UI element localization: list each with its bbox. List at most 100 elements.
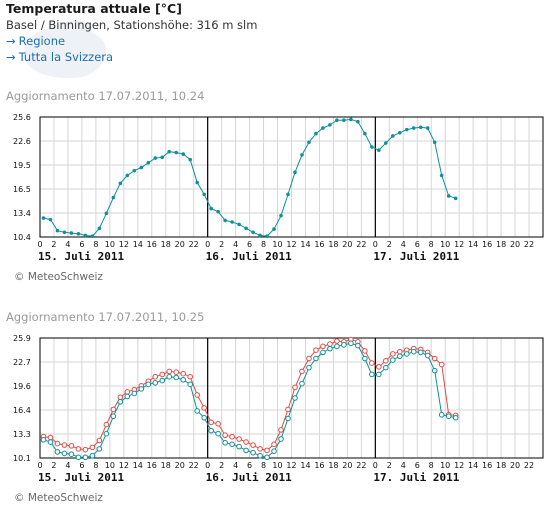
- page-title: Temperatura attuale [°C]: [6, 1, 182, 16]
- x-tick-label: 22: [524, 240, 534, 249]
- x-tick-label: 22: [524, 461, 534, 470]
- x-tick-label: 10: [105, 461, 115, 470]
- data-point: [229, 433, 235, 440]
- data-point: [257, 446, 263, 452]
- data-point: [215, 421, 221, 427]
- data-point: [180, 370, 187, 377]
- arrow-right-icon: →: [6, 34, 16, 48]
- data-point: [222, 432, 228, 439]
- y-tick-label: 25.9: [13, 334, 31, 343]
- data-point: [258, 233, 262, 238]
- data-point: [117, 398, 124, 405]
- data-point: [181, 152, 186, 156]
- data-point: [286, 192, 290, 197]
- data-point: [54, 449, 61, 455]
- data-point: [362, 348, 368, 354]
- data-point: [68, 443, 75, 449]
- x-tick-label: 18: [161, 240, 171, 249]
- data-point: [47, 434, 54, 441]
- y-tick-label: 13.4: [13, 209, 31, 218]
- x-tick-label: 0: [373, 240, 378, 249]
- x-tick-label: 6: [247, 240, 252, 249]
- data-point: [438, 361, 445, 368]
- data-point: [285, 406, 291, 413]
- data-point: [202, 192, 206, 197]
- data-point: [327, 341, 333, 347]
- link-regione[interactable]: → Regione: [6, 33, 257, 49]
- x-tick-label: 14: [300, 240, 310, 249]
- day-label: 16. Juli 2011: [206, 250, 292, 263]
- data-point: [236, 436, 242, 442]
- data-point: [370, 145, 374, 149]
- data-point: [90, 234, 95, 239]
- y-tick-label: 16.4: [13, 406, 31, 415]
- data-point: [208, 427, 214, 434]
- x-tick-label: 14: [468, 240, 478, 249]
- data-point: [313, 347, 319, 353]
- data-point: [389, 357, 396, 363]
- link-tutta-la-svizzera[interactable]: → Tutta la Svizzera: [6, 49, 257, 65]
- data-point: [40, 436, 47, 443]
- data-point: [54, 440, 61, 447]
- data-point: [118, 181, 123, 186]
- data-point: [173, 374, 180, 381]
- x-tick-label: 12: [286, 461, 296, 470]
- data-point: [83, 233, 88, 238]
- data-point: [215, 430, 221, 437]
- y-tick-label: 16.5: [13, 185, 31, 194]
- data-point: [432, 140, 437, 145]
- data-point: [342, 118, 346, 122]
- x-tick-label: 16: [482, 240, 492, 249]
- data-point: [76, 232, 81, 236]
- data-point: [265, 234, 269, 239]
- data-point: [334, 338, 340, 344]
- x-tick-label: 10: [272, 240, 282, 249]
- data-point: [257, 452, 263, 459]
- link-tutta-la-svizzera-label: Tutta la Svizzera: [18, 50, 114, 64]
- data-point: [348, 340, 354, 347]
- data-point: [396, 348, 403, 355]
- data-point: [452, 414, 459, 421]
- data-point: [82, 446, 89, 453]
- data-point: [243, 447, 249, 454]
- data-point: [356, 119, 360, 124]
- x-tick-label: 10: [272, 461, 282, 470]
- data-point: [369, 360, 375, 366]
- data-point: [167, 149, 172, 154]
- data-point: [292, 384, 298, 391]
- data-point: [299, 368, 305, 375]
- data-point: [424, 352, 431, 359]
- plot-frame: [39, 337, 544, 459]
- y-tick-label: 10.4: [13, 233, 31, 242]
- data-point: [201, 405, 207, 411]
- data-point: [145, 381, 152, 388]
- x-tick-label: 4: [233, 240, 238, 249]
- x-tick-label: 2: [51, 240, 56, 249]
- data-point: [173, 369, 180, 375]
- x-tick-label: 20: [510, 240, 520, 249]
- data-point: [362, 355, 368, 362]
- x-tick-label: 16: [147, 240, 157, 249]
- data-point: [334, 343, 340, 350]
- day-label: 15. Juli 2011: [38, 471, 124, 484]
- data-point: [271, 441, 277, 448]
- x-tick-label: 0: [205, 240, 210, 249]
- x-tick-label: 4: [401, 240, 406, 249]
- x-tick-label: 16: [147, 461, 157, 470]
- data-point: [110, 406, 117, 413]
- data-point: [404, 127, 409, 132]
- data-point: [75, 454, 82, 461]
- x-tick-label: 18: [328, 240, 338, 249]
- data-point: [321, 126, 325, 130]
- data-point: [376, 371, 382, 378]
- y-tick-label: 10.1: [13, 454, 31, 463]
- data-point: [251, 230, 255, 235]
- data-point: [201, 414, 207, 421]
- data-point: [271, 448, 277, 454]
- data-point: [194, 408, 200, 414]
- data-point: [82, 454, 89, 461]
- update-label-2: Aggiornamento 17.07.2011, 10.25: [6, 310, 205, 324]
- temperature-chart-1: 10.413.416.519.522.625.60 2 4 6 8 10 12 14 16 18 2…: [13, 113, 544, 263]
- data-point: [96, 437, 103, 444]
- x-tick-label: 12: [119, 461, 129, 470]
